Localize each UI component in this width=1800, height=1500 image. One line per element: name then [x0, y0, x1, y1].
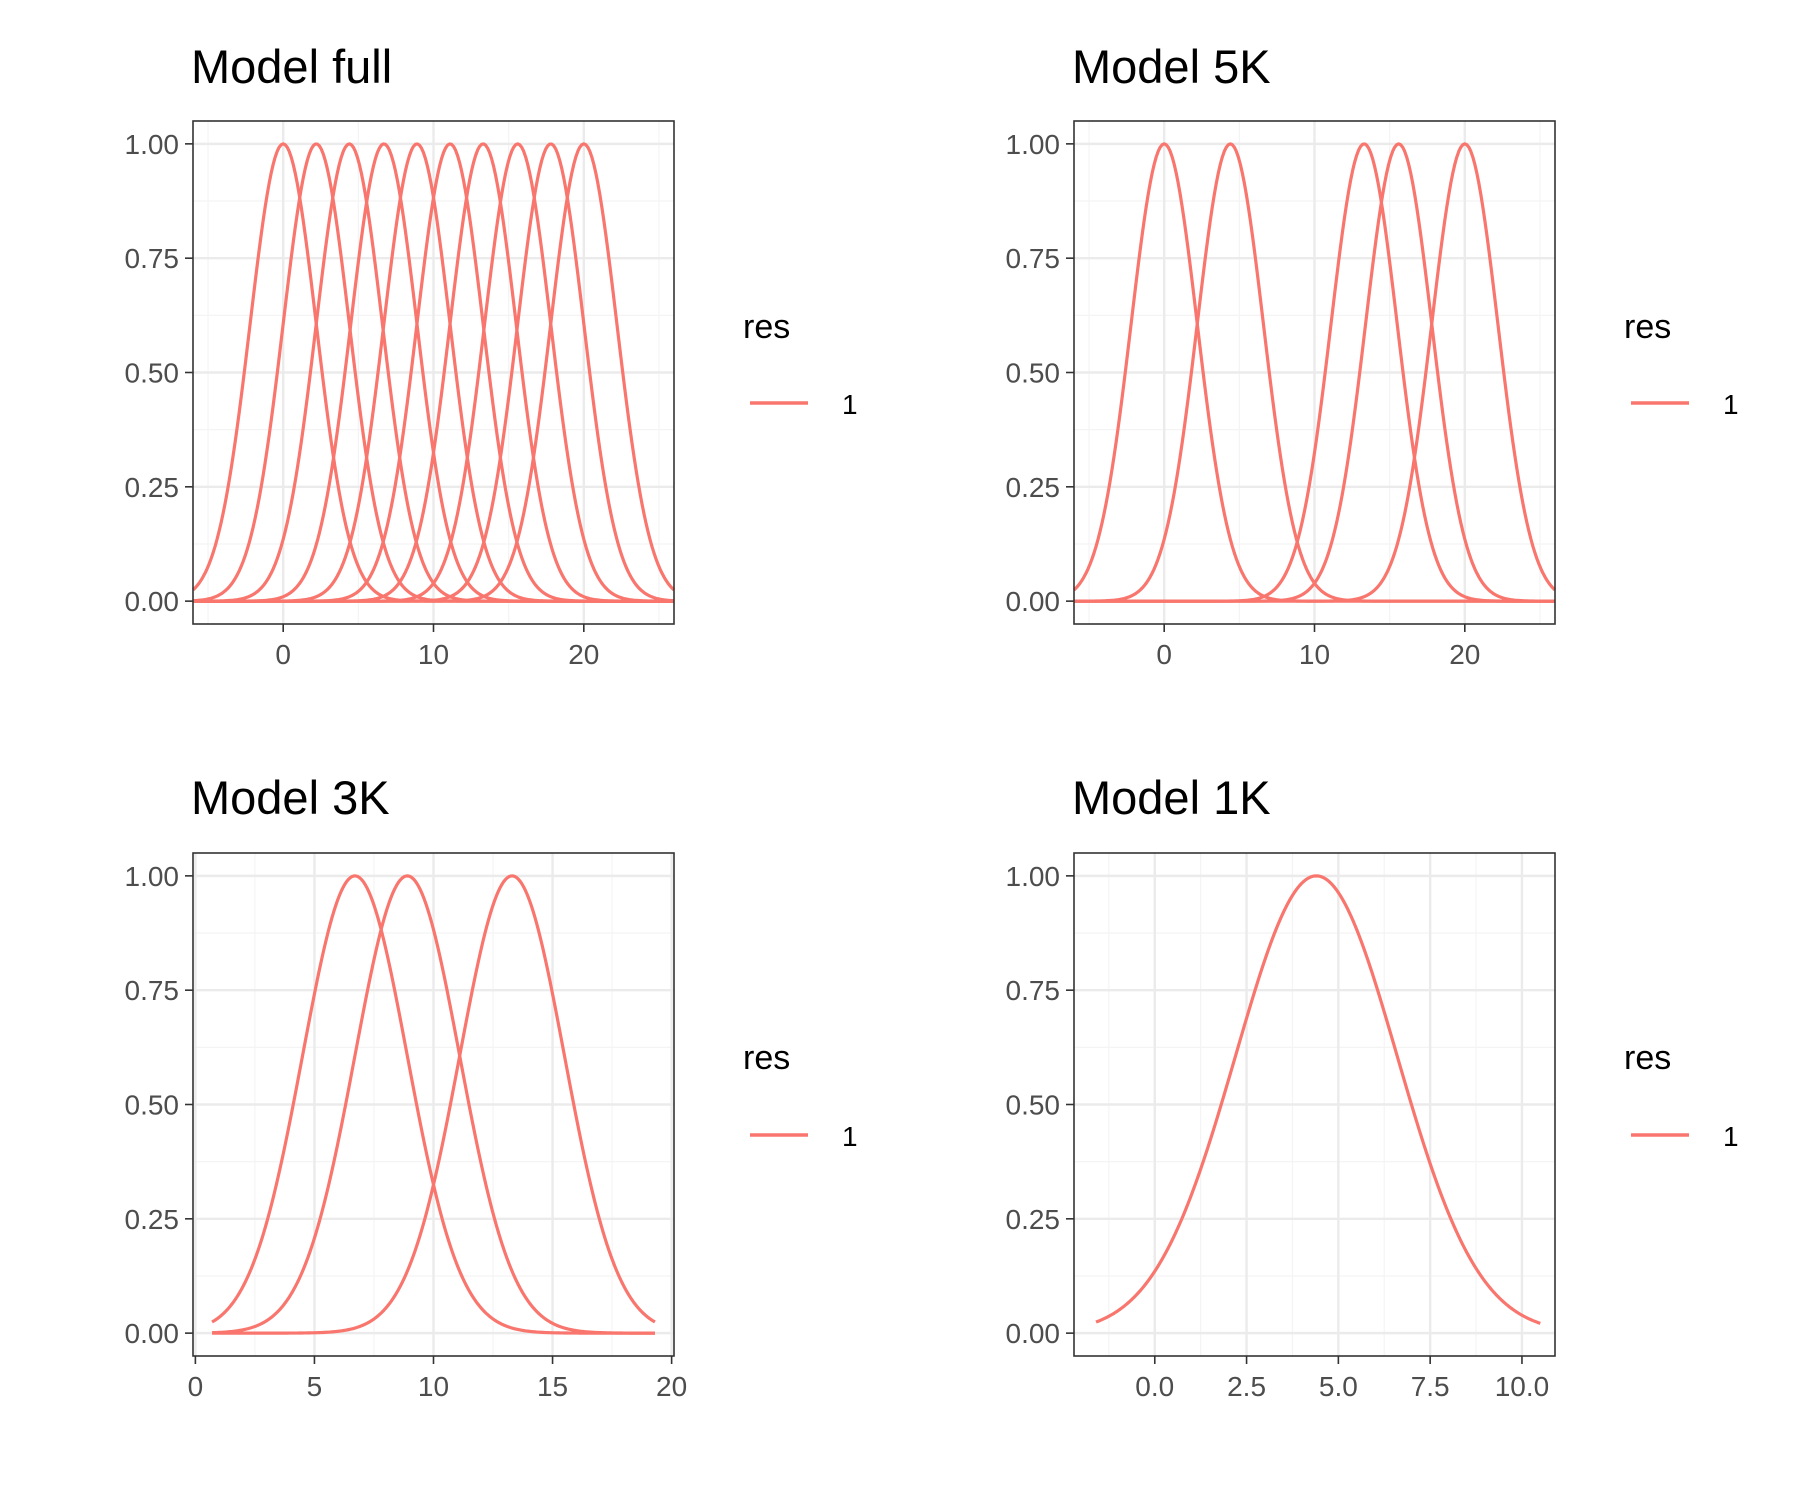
- panel-title: Model full: [191, 40, 392, 93]
- legend-title: res: [743, 308, 790, 346]
- series-curve: [211, 874, 655, 1335]
- y-tick-label: 0.75: [125, 243, 180, 274]
- x-tick-label: 10: [418, 639, 449, 670]
- y-tick-label: 0.50: [1006, 358, 1061, 389]
- y-tick-label: 0.50: [125, 1090, 180, 1121]
- x-tick-label: 10: [1299, 639, 1330, 670]
- y-tick-label: 0.00: [125, 1318, 180, 1349]
- x-tick-label: 20: [656, 1371, 687, 1402]
- x-tick-label: 20: [1449, 639, 1480, 670]
- panel-model-full: Model full 0 10 20 0.00 0.25 0.50 0.75 1.00 res…: [125, 40, 858, 670]
- series-curve: [1074, 142, 1557, 603]
- x-tick-label: 0.0: [1135, 1371, 1174, 1402]
- y-tick-label: 1.00: [125, 129, 180, 160]
- y-tick-label: 0.75: [1006, 243, 1061, 274]
- x-tick-label: 5.0: [1319, 1371, 1358, 1402]
- x-tick-label: 0: [188, 1371, 204, 1402]
- x-tick-label: 20: [568, 639, 599, 670]
- x-tick-label: 5: [307, 1371, 323, 1402]
- y-tick-label: 0.00: [1006, 1318, 1061, 1349]
- y-tick-label: 0.00: [125, 586, 180, 617]
- x-tick-label: 0: [275, 639, 291, 670]
- plot-area: 0 10 20 0.00 0.25 0.50 0.75 1.00: [1006, 120, 1557, 670]
- y-tick-label: 0.50: [125, 358, 180, 389]
- y-tick-label: 1.00: [125, 861, 180, 892]
- y-tick-label: 0.25: [125, 1204, 180, 1235]
- legend-title: res: [743, 1039, 790, 1077]
- y-tick-label: 1.00: [1006, 861, 1061, 892]
- panel-title: Model 5K: [1072, 40, 1271, 93]
- series-curve: [1095, 874, 1541, 1325]
- panel-model-5k: Model 5K 0 10 20 0.00 0.25 0.50 0.75 1.00 res 1: [1006, 40, 1739, 670]
- plot-area: 0 5 10 15 20 0.00 0.25 0.50 0.75 1.00: [125, 852, 687, 1402]
- x-tick-label: 10.0: [1495, 1371, 1550, 1402]
- x-tick-label: 7.5: [1411, 1371, 1450, 1402]
- plot-area: 0.0 2.5 5.0 7.5 10.0 0.00 0.25 0.50 0.75 1.00: [1006, 852, 1556, 1402]
- series-curve: [212, 874, 656, 1335]
- y-tick-label: 0.25: [1006, 472, 1061, 503]
- legend-title: res: [1624, 308, 1671, 346]
- y-tick-label: 0.00: [1006, 586, 1061, 617]
- legend-label: 1: [842, 1121, 858, 1152]
- x-tick-label: 2.5: [1227, 1371, 1266, 1402]
- series-curve: [193, 142, 676, 603]
- panel-title: Model 1K: [1072, 771, 1271, 824]
- x-tick-label: 15: [537, 1371, 568, 1402]
- legend-label: 1: [1723, 389, 1739, 420]
- legend-label: 1: [1723, 1121, 1739, 1152]
- plot-area: 0 10 20 0.00 0.25 0.50 0.75 1.00: [125, 120, 676, 670]
- panel-title: Model 3K: [191, 771, 390, 824]
- x-tick-label: 0: [1156, 639, 1172, 670]
- panel-model-3k: Model 3K 0 5 10 15 20 0.00 0.25 0.50 0.75 1.00 re…: [125, 771, 858, 1402]
- panel-model-1k: Model 1K 0.0 2.5 5.0 7.5 10.0 0.00 0.25 0.50 0.7…: [1006, 771, 1739, 1402]
- x-tick-label: 10: [418, 1371, 449, 1402]
- y-tick-label: 0.25: [125, 472, 180, 503]
- y-tick-label: 1.00: [1006, 129, 1061, 160]
- y-tick-label: 0.50: [1006, 1090, 1061, 1121]
- y-tick-label: 0.75: [1006, 975, 1061, 1006]
- legend-title: res: [1624, 1039, 1671, 1077]
- legend-label: 1: [842, 389, 858, 420]
- y-tick-label: 0.75: [125, 975, 180, 1006]
- y-tick-label: 0.25: [1006, 1204, 1061, 1235]
